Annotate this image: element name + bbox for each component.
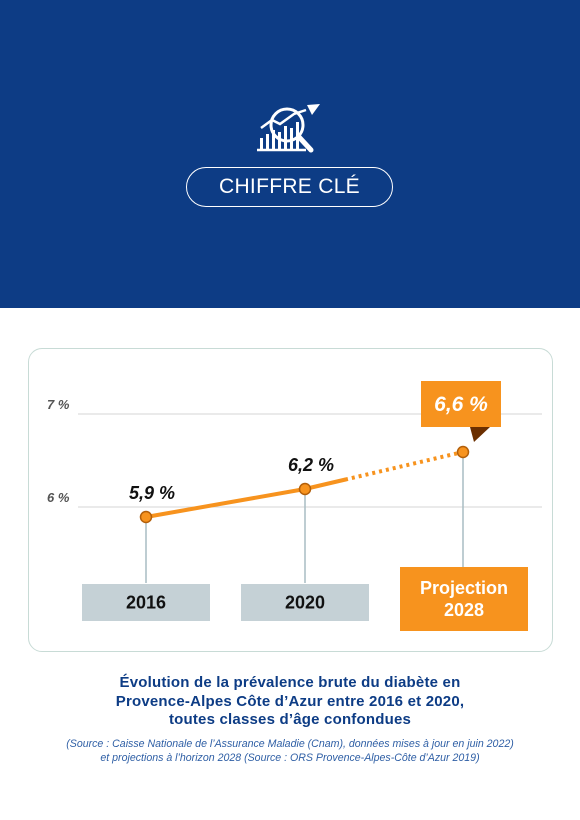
header-banner: CHIFFRE CLÉ <box>0 0 580 308</box>
x-category-label: 2020 <box>285 593 325 613</box>
source-line: (Source : Caisse Nationale de l’Assuranc… <box>66 738 514 750</box>
source-line: et projections à l’horizon 2028 (Source … <box>100 752 480 764</box>
y-tick-label: 6 % <box>47 490 70 505</box>
key-figure-badge: CHIFFRE CLÉ <box>186 167 393 207</box>
x-category-label: Projection <box>420 578 508 598</box>
source-note: (Source : Caisse Nationale de l’Assuranc… <box>0 737 580 765</box>
x-category-label: 2028 <box>444 600 484 620</box>
category-box <box>400 567 528 631</box>
prevalence-line-chart: 6 % 7 % 5,9 % 6,2 % 6,6 % 2016 2020 Projection2… <box>47 381 542 631</box>
y-tick-label: 7 % <box>47 397 70 412</box>
x-category-label: 2016 <box>126 593 166 613</box>
data-point <box>139 510 153 524</box>
caption-line: toutes classes d’âge confondues <box>168 711 412 728</box>
chart-caption: Évolution de la prévalence brute du diab… <box>0 674 580 730</box>
series-line-observed-tail <box>303 477 347 491</box>
chart-magnifier-icon <box>257 104 320 153</box>
series-line-projection <box>344 450 464 482</box>
projection-callout-pointer <box>470 427 490 442</box>
projection-data-label: 6,6 % <box>434 393 488 416</box>
data-label: 5,9 % <box>129 483 175 503</box>
category-box <box>241 584 369 621</box>
data-point <box>456 445 470 459</box>
caption-line: Provence-Alpes Côte d’Azur entre 2016 et… <box>115 692 465 710</box>
category-box <box>82 584 210 621</box>
data-label: 6,2 % <box>288 455 334 475</box>
series-line-observed <box>144 487 307 519</box>
projection-callout-box <box>421 381 501 427</box>
data-point <box>298 482 312 496</box>
caption-line: Évolution de la prévalence brute du diab… <box>119 674 461 691</box>
